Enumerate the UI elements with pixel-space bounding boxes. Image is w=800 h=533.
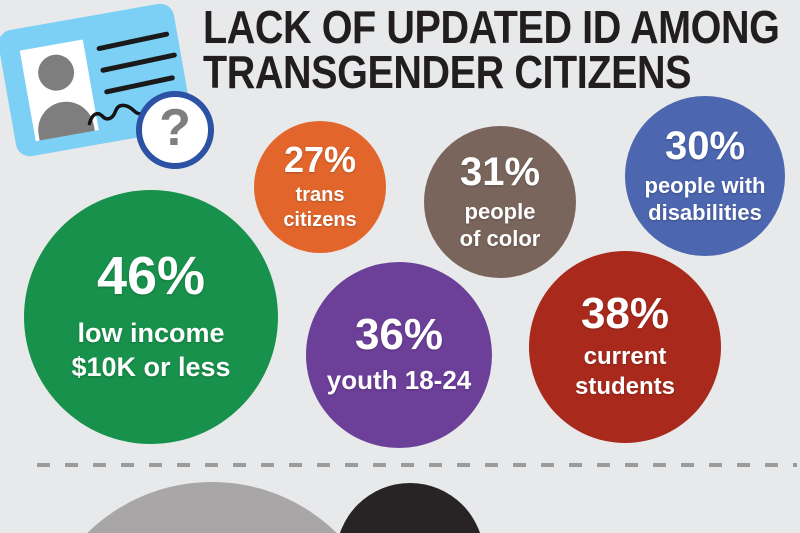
- bubble-label: people with: [644, 172, 766, 198]
- question-mark-icon: ?: [159, 99, 191, 157]
- card-text-line: [99, 52, 178, 74]
- bubble-label: low income: [77, 318, 225, 349]
- bubble-current-students: 38% current students: [529, 251, 721, 443]
- bubble-label: $10K or less: [71, 352, 231, 382]
- bubble-value: 31%: [459, 149, 541, 194]
- title-line-1: LACK OF UPDATED ID AMONG: [203, 1, 780, 53]
- bubble-low-income: 46% low income $10K or less: [24, 190, 278, 444]
- bubble-people-with-disabilities: 30% people with disabilities: [625, 96, 785, 256]
- bubble-youth-18-24: 36% youth 18-24: [306, 262, 492, 448]
- bubble-trans-citizens: 27% trans citizens: [254, 121, 386, 253]
- page-title: LACK OF UPDATED ID AMONG TRANSGENDER CIT…: [203, 1, 780, 98]
- person-silhouette-icon: [35, 51, 77, 94]
- bubble-partial-black: [336, 483, 484, 533]
- bubble-value: 36%: [354, 310, 444, 360]
- bubble-value: 27%: [283, 138, 357, 180]
- title-line-2: TRANSGENDER CITIZENS: [203, 46, 692, 98]
- bubble-value: 38%: [580, 289, 670, 338]
- bubble-label: youth 18-24: [326, 365, 472, 396]
- bubble-partial-gray: [34, 482, 390, 533]
- bubble-label: disabilities: [648, 200, 762, 225]
- question-badge: ?: [136, 91, 214, 169]
- card-text-line: [96, 31, 170, 52]
- bubble-label: current: [583, 343, 667, 370]
- bubble-people-of-color: 31% people of color: [424, 126, 576, 278]
- bubble-label: trans: [295, 183, 345, 206]
- dashed-divider: [37, 463, 797, 467]
- bubble-label: students: [574, 373, 675, 400]
- bubble-value: 46%: [96, 246, 206, 307]
- bubble-label: people: [464, 198, 536, 224]
- bubble-value: 30%: [664, 123, 746, 168]
- bubble-label: citizens: [283, 208, 357, 231]
- bubble-label: of color: [459, 226, 541, 251]
